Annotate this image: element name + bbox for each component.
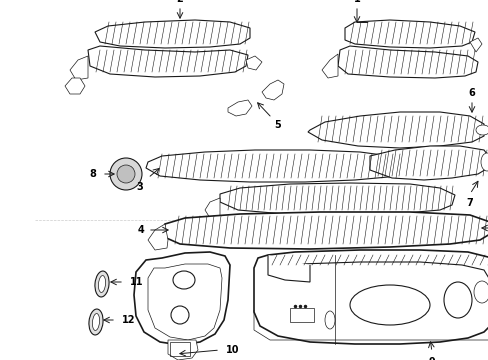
Circle shape (117, 165, 135, 183)
Ellipse shape (92, 314, 100, 330)
Text: 6: 6 (468, 88, 474, 98)
Text: 9: 9 (428, 357, 434, 360)
Ellipse shape (98, 275, 105, 292)
Polygon shape (469, 38, 481, 52)
Polygon shape (70, 56, 88, 80)
Circle shape (110, 158, 142, 190)
Polygon shape (168, 340, 198, 360)
Text: 3: 3 (136, 182, 143, 192)
Text: 8: 8 (89, 169, 96, 179)
Ellipse shape (443, 282, 471, 318)
Ellipse shape (349, 285, 429, 325)
Polygon shape (253, 250, 488, 344)
Polygon shape (369, 146, 488, 180)
Text: 7: 7 (466, 198, 472, 208)
Polygon shape (220, 183, 454, 215)
Polygon shape (227, 100, 251, 116)
Polygon shape (262, 80, 284, 100)
Ellipse shape (89, 309, 103, 335)
Polygon shape (146, 150, 399, 182)
Text: 2: 2 (176, 0, 183, 4)
Polygon shape (337, 46, 477, 78)
Polygon shape (162, 212, 488, 249)
Text: 12: 12 (122, 315, 135, 325)
Polygon shape (307, 112, 483, 148)
Ellipse shape (95, 271, 109, 297)
Polygon shape (148, 224, 168, 250)
Bar (289, 308, 313, 322)
Polygon shape (321, 54, 337, 78)
Polygon shape (245, 56, 262, 70)
Text: 4: 4 (137, 225, 143, 235)
Ellipse shape (475, 125, 488, 135)
Text: 1: 1 (353, 0, 360, 4)
Ellipse shape (173, 271, 195, 289)
Polygon shape (345, 20, 474, 48)
Text: 5: 5 (274, 120, 281, 130)
Ellipse shape (480, 153, 488, 171)
Polygon shape (95, 20, 249, 48)
Polygon shape (65, 78, 85, 94)
Polygon shape (204, 198, 220, 218)
Polygon shape (88, 46, 247, 77)
Ellipse shape (473, 281, 488, 303)
Polygon shape (134, 252, 229, 345)
Ellipse shape (325, 311, 334, 329)
Text: 11: 11 (130, 277, 143, 287)
Bar (170, 342, 190, 356)
Ellipse shape (171, 306, 189, 324)
Text: 10: 10 (225, 345, 239, 355)
Polygon shape (267, 255, 309, 282)
